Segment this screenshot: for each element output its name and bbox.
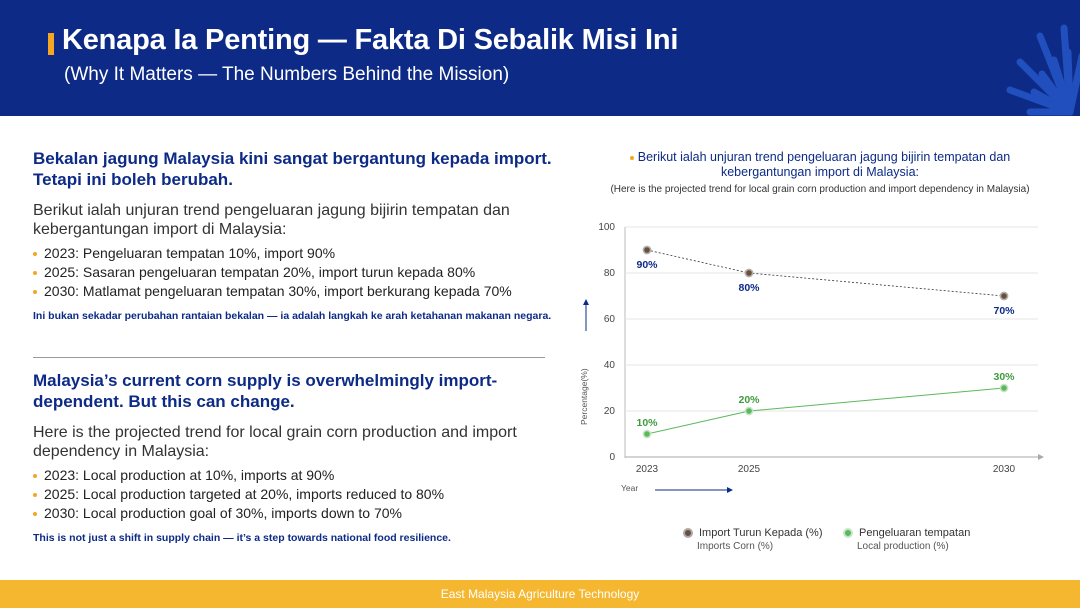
imports-point xyxy=(642,245,652,255)
local-point xyxy=(999,383,1009,393)
section-divider xyxy=(33,357,545,358)
imports-point xyxy=(744,268,754,278)
list-item: 2023: Local production at 10%, imports a… xyxy=(33,466,553,485)
footer-bar: East Malaysia Agriculture Technology xyxy=(0,580,1080,608)
list-item: 2030: Matlamat pengeluaran tempatan 30%,… xyxy=(33,282,553,301)
legend-item-imports: Import Turun Kepada (%) Imports Corn (%) xyxy=(683,527,823,552)
bullet-dot-icon xyxy=(33,252,37,256)
header-banner: Kenapa Ia Penting — Fakta Di Sebalik Mis… xyxy=(0,0,1080,116)
x-axis-arrow-icon xyxy=(1038,454,1044,460)
y-tick-labels: 0 20 40 60 80 100 xyxy=(598,222,615,463)
english-bullet-list: 2023: Local production at 10%, imports a… xyxy=(33,466,553,523)
bullet-dot-icon xyxy=(33,493,37,497)
x-tick-label: 2025 xyxy=(738,464,761,475)
chart-caption: Berikut ialah unjuran trend pengeluaran … xyxy=(590,150,1050,196)
x-axis-label: Year xyxy=(621,483,638,493)
malay-intro: Berikut ialah unjuran trend pengeluaran … xyxy=(33,202,510,238)
bullet-dot-icon xyxy=(629,155,634,160)
local-data-label: 20% xyxy=(738,394,760,406)
y-tick-label: 100 xyxy=(598,222,615,233)
imports-data-label: 70% xyxy=(993,305,1015,317)
series-local-production: 10% 20% 30% xyxy=(636,371,1015,439)
bullet-dot-icon xyxy=(33,512,37,516)
list-item: 2023: Pengeluaran tempatan 10%, import 9… xyxy=(33,244,553,263)
y-tick-label: 20 xyxy=(604,406,616,417)
local-point xyxy=(744,406,754,416)
sunburst-logo-icon xyxy=(1006,24,1080,116)
legend-marker-icon xyxy=(683,528,693,539)
y-tick-label: 80 xyxy=(604,268,616,279)
legend-item-local: Pengeluaran tempatan Local production (%… xyxy=(843,527,970,552)
imports-data-label: 80% xyxy=(738,282,760,294)
list-item: 2025: Local production targeted at 20%, … xyxy=(33,485,553,504)
english-note: This is not just a shift in supply chain… xyxy=(33,532,451,544)
y-tick-label: 0 xyxy=(609,452,615,463)
chart-caption-english: (Here is the projected trend for local g… xyxy=(610,184,1030,195)
legend-marker-icon xyxy=(843,528,853,539)
page-title: Kenapa Ia Penting — Fakta Di Sebalik Mis… xyxy=(62,24,679,56)
x-tick-labels: 2023 2025 2030 xyxy=(636,464,1016,475)
imports-data-label: 90% xyxy=(636,259,658,271)
malay-heading: Bekalan jagung Malaysia kini sangat berg… xyxy=(33,149,552,189)
gridlines xyxy=(625,226,1038,412)
footer-text: East Malaysia Agriculture Technology xyxy=(440,587,640,601)
english-heading: Malaysia’s current corn supply is overwh… xyxy=(33,371,498,411)
x-tick-label: 2023 xyxy=(636,464,659,475)
series-imports: 90% 80% 70% xyxy=(636,245,1015,317)
title-accent-bar xyxy=(48,33,54,55)
x-arrow-head-icon xyxy=(727,487,733,493)
bullet-dot-icon xyxy=(33,271,37,275)
x-tick-label: 2030 xyxy=(993,464,1016,475)
english-section: Malaysia’s current corn supply is overwh… xyxy=(33,370,553,545)
y-arrow-head-icon xyxy=(583,299,589,305)
local-data-label: 30% xyxy=(993,371,1015,383)
list-item: 2025: Sasaran pengeluaran tempatan 20%, … xyxy=(33,263,553,282)
page-subtitle: (Why It Matters — The Numbers Behind the… xyxy=(64,64,510,85)
english-intro: Here is the projected trend for local gr… xyxy=(33,424,517,460)
y-tick-label: 40 xyxy=(604,360,616,371)
y-tick-label: 60 xyxy=(604,314,616,325)
list-item: 2030: Local production goal of 30%, impo… xyxy=(33,504,553,523)
local-data-label: 10% xyxy=(636,417,658,429)
bullet-dot-icon xyxy=(33,474,37,478)
local-point xyxy=(642,429,652,439)
bullet-dot-icon xyxy=(33,290,37,294)
projection-line-chart: 0 20 40 60 80 100 2023 2025 2030 90% 80% 70% 10% 2… xyxy=(579,222,1044,493)
imports-point xyxy=(999,291,1009,301)
chart-caption-malay: Berikut ialah unjuran trend pengeluaran … xyxy=(590,150,1050,180)
malay-section: Bekalan jagung Malaysia kini sangat berg… xyxy=(33,148,553,323)
y-axis-label: Percentage(%) xyxy=(579,368,589,425)
malay-note: Ini bukan sekadar perubahan rantaian bek… xyxy=(33,310,552,322)
malay-bullet-list: 2023: Pengeluaran tempatan 10%, import 9… xyxy=(33,244,553,301)
